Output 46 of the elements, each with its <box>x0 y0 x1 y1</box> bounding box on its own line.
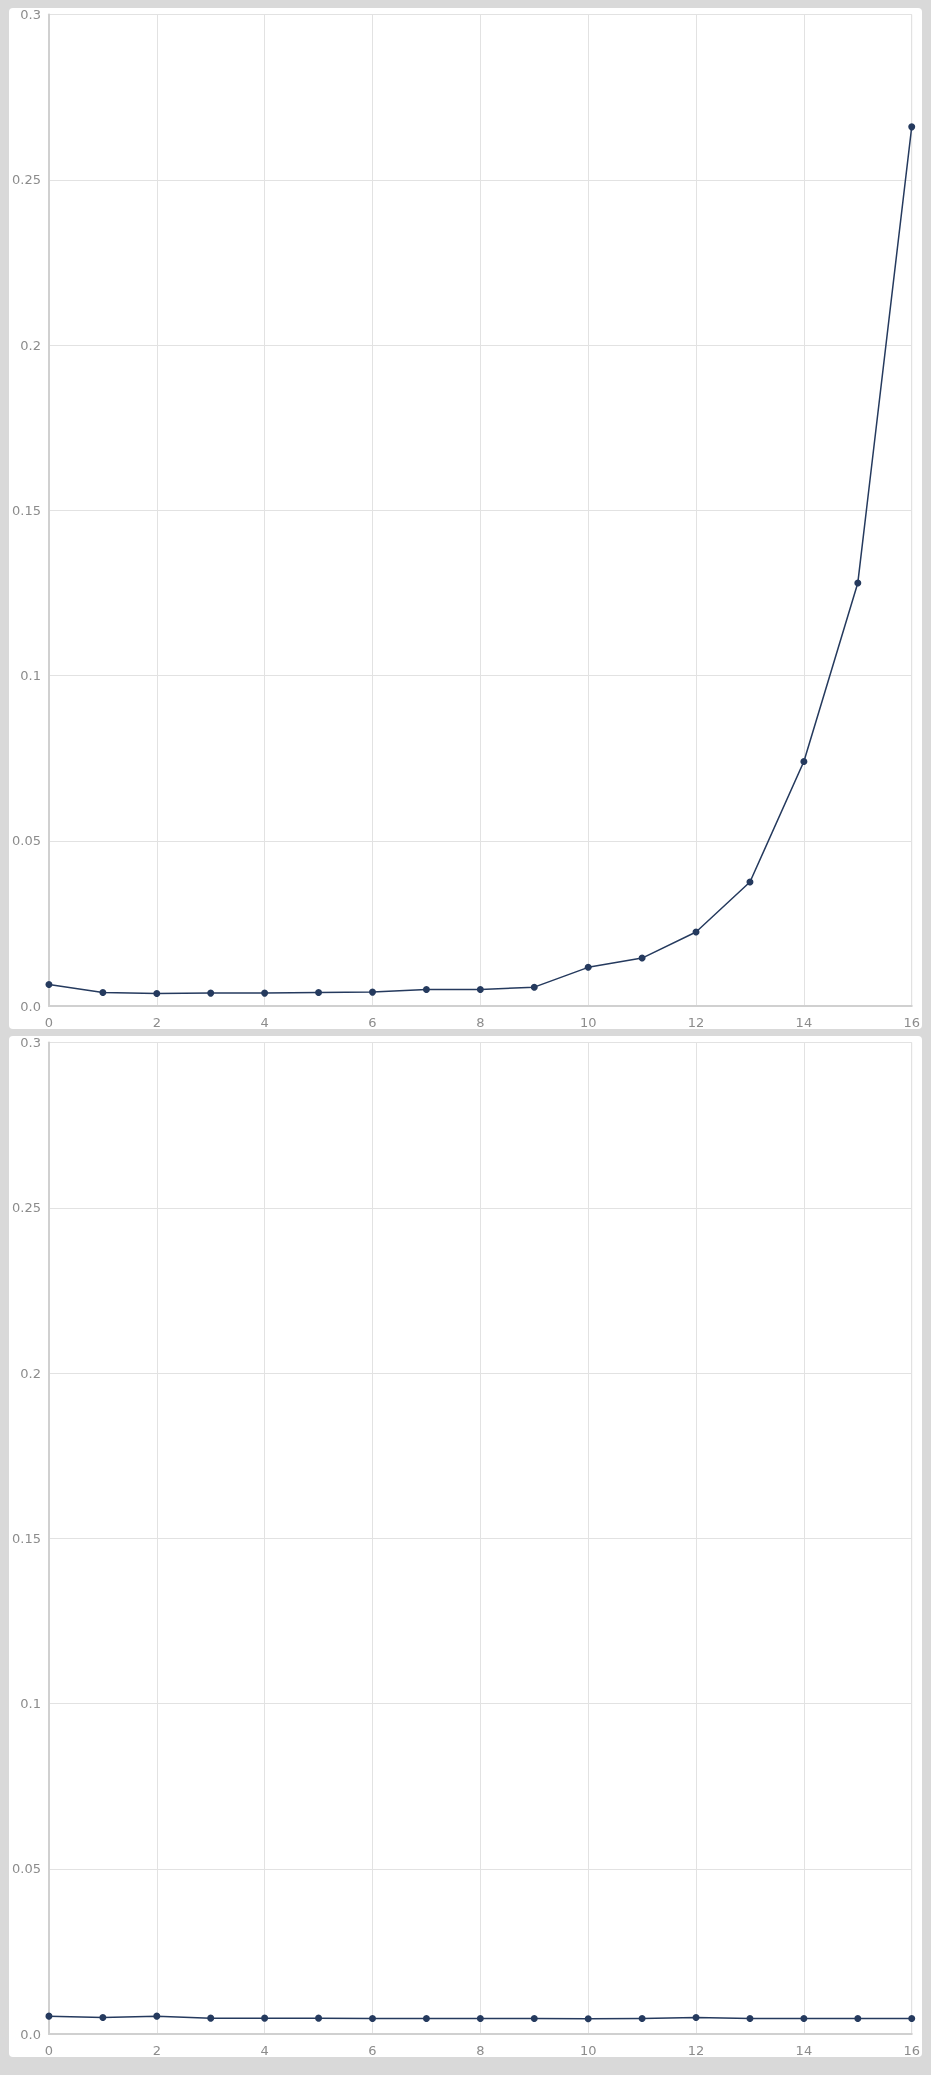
x-tick-label: 8 <box>476 1015 485 1030</box>
point <box>369 988 376 996</box>
point <box>315 988 323 996</box>
y-tick-label: 0.2 <box>20 1365 41 1381</box>
x-tick-label: 0 <box>44 2043 54 2058</box>
x-tick-label: 6 <box>368 1015 377 1030</box>
y-tick-label: 0.2 <box>20 337 41 353</box>
point <box>476 985 484 993</box>
x-tick-label: 6 <box>368 2043 377 2058</box>
x-tick-label: 10 <box>579 1015 597 1030</box>
y-tick-label: 0.3 <box>20 7 41 22</box>
point <box>153 989 161 997</box>
x-tick-label: 4 <box>260 2043 269 2058</box>
x-tick-label: 2 <box>152 2043 161 2058</box>
x-tick-label: 0 <box>44 1015 54 1030</box>
y-tick-label: 0.25 <box>11 1200 41 1216</box>
point <box>422 985 430 993</box>
point <box>800 757 808 765</box>
point <box>584 963 592 971</box>
y-tick-label: 0.05 <box>11 1861 41 1877</box>
y-tick-label: 0.3 <box>20 1035 41 1050</box>
point <box>530 983 538 991</box>
y-tick-label: 0.15 <box>11 502 41 518</box>
y-tick-label: 0.1 <box>20 668 41 683</box>
point <box>99 988 107 996</box>
point <box>908 123 916 131</box>
y-tick-label: 0.0 <box>20 998 41 1014</box>
point <box>261 989 269 997</box>
x-tick-label: 16 <box>903 2043 920 2058</box>
point <box>45 981 53 989</box>
y-tick-label: 0.15 <box>11 1530 41 1546</box>
x-tick-label: 14 <box>795 2043 813 2058</box>
x-tick-label: 12 <box>687 1015 705 1030</box>
y-tick-label: 0.05 <box>11 833 41 849</box>
point <box>854 579 862 587</box>
x-tick-label: 16 <box>903 1015 920 1030</box>
x-tick-label: 2 <box>152 1015 161 1030</box>
y-tick-label: 0.25 <box>11 172 41 188</box>
y-tick-label: 0.0 <box>20 2026 41 2042</box>
x-tick-label: 12 <box>687 2043 705 2058</box>
x-tick-label: 8 <box>476 2043 485 2058</box>
x-tick-label: 14 <box>795 1015 813 1030</box>
x-tick-label: 10 <box>579 2043 597 2058</box>
x-tick-label: 4 <box>260 1015 269 1030</box>
y-tick-label: 0.1 <box>20 1696 41 1711</box>
point <box>207 989 215 997</box>
